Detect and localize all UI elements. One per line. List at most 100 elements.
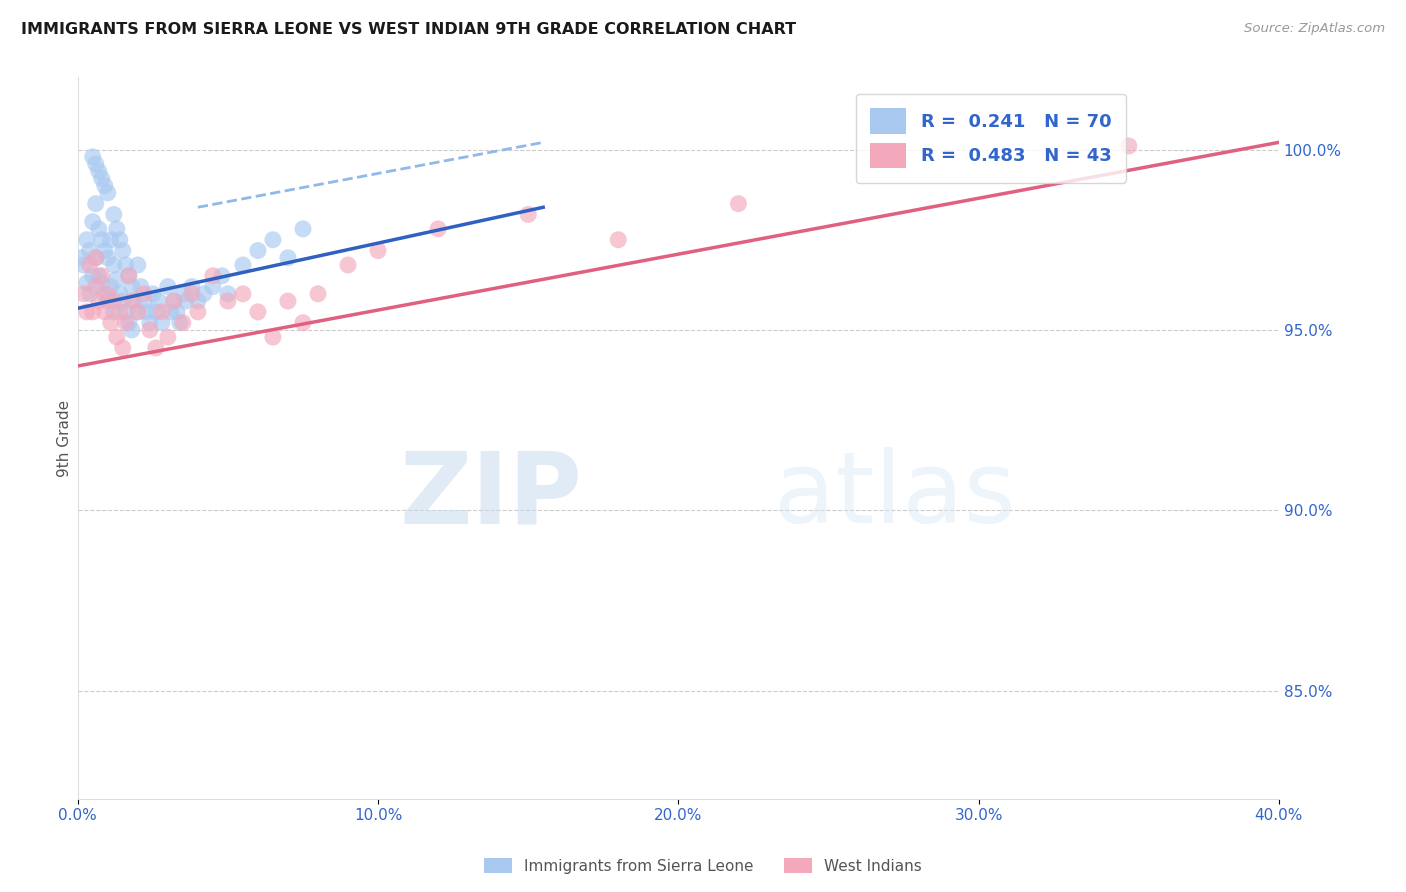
Point (103, 293, 125, 308)
Point (114, 258, 136, 272)
Legend: Immigrants from Sierra Leone, West Indians: Immigrants from Sierra Leone, West India… (478, 852, 928, 880)
Point (121, 323, 143, 337)
Point (121, 279, 143, 293)
Point (118, 316, 141, 330)
Point (145, 341, 167, 355)
Point (132, 286, 155, 301)
Point (132, 293, 155, 308)
Point (337, 258, 360, 272)
Point (135, 305, 157, 319)
Point (90, 233, 112, 247)
Point (82, 215, 104, 229)
Point (142, 286, 165, 301)
Point (156, 330, 179, 344)
Point (262, 233, 284, 247)
Point (201, 268, 224, 283)
Point (94, 178, 117, 193)
Point (174, 293, 197, 308)
Point (97, 186, 120, 200)
Point (148, 293, 170, 308)
Point (94, 305, 117, 319)
Point (169, 316, 191, 330)
Point (73, 286, 96, 301)
Point (163, 293, 186, 308)
Point (79, 286, 101, 301)
Point (100, 316, 122, 330)
Y-axis label: 9th Grade: 9th Grade (58, 400, 72, 476)
Point (232, 286, 254, 301)
Point (607, 233, 630, 247)
Point (84, 251, 107, 265)
Point (90, 276, 112, 290)
Point (187, 305, 209, 319)
Point (127, 305, 149, 319)
Point (87, 268, 110, 283)
Point (100, 233, 122, 247)
Point (108, 233, 131, 247)
Point (69, 251, 91, 265)
Point (156, 279, 179, 293)
Point (97, 293, 120, 308)
Point (201, 279, 224, 293)
Point (180, 279, 202, 293)
Point (121, 293, 143, 308)
Point (111, 293, 134, 308)
Point (103, 207, 125, 221)
Point (94, 286, 117, 301)
Point (87, 164, 110, 178)
Point (129, 279, 152, 293)
Point (139, 323, 162, 337)
Point (103, 305, 125, 319)
Point (291, 316, 314, 330)
Point (105, 330, 128, 344)
Point (114, 305, 136, 319)
Point (232, 258, 254, 272)
Point (84, 279, 107, 293)
Point (217, 286, 239, 301)
Point (217, 293, 239, 308)
Point (103, 258, 125, 272)
Point (277, 293, 299, 308)
Point (108, 305, 131, 319)
Point (367, 244, 389, 258)
Point (94, 244, 117, 258)
Point (517, 207, 540, 221)
Point (150, 305, 173, 319)
Point (73, 258, 96, 272)
Point (277, 251, 299, 265)
Point (97, 251, 120, 265)
Point (82, 268, 104, 283)
Text: Source: ZipAtlas.com: Source: ZipAtlas.com (1244, 22, 1385, 36)
Point (427, 222, 450, 236)
Point (246, 244, 269, 258)
Point (111, 341, 134, 355)
Point (76, 233, 98, 247)
Point (108, 286, 131, 301)
Point (76, 305, 98, 319)
Point (291, 222, 314, 236)
Point (187, 293, 209, 308)
Point (727, 196, 749, 211)
Point (87, 222, 110, 236)
Point (193, 286, 215, 301)
Point (139, 316, 162, 330)
Point (307, 286, 329, 301)
Point (90, 268, 112, 283)
Text: IMMIGRANTS FROM SIERRA LEONE VS WEST INDIAN 9TH GRADE CORRELATION CHART: IMMIGRANTS FROM SIERRA LEONE VS WEST IND… (21, 22, 796, 37)
Point (100, 279, 122, 293)
Point (114, 316, 136, 330)
Point (82, 305, 104, 319)
Point (127, 305, 149, 319)
Point (97, 286, 120, 301)
Point (166, 305, 188, 319)
Point (87, 293, 110, 308)
Point (105, 222, 128, 236)
Text: ZIP: ZIP (399, 447, 582, 544)
Point (180, 286, 202, 301)
Point (262, 330, 284, 344)
Point (150, 316, 173, 330)
Point (76, 276, 98, 290)
Point (105, 272, 128, 286)
Point (246, 305, 269, 319)
Point (82, 150, 104, 164)
